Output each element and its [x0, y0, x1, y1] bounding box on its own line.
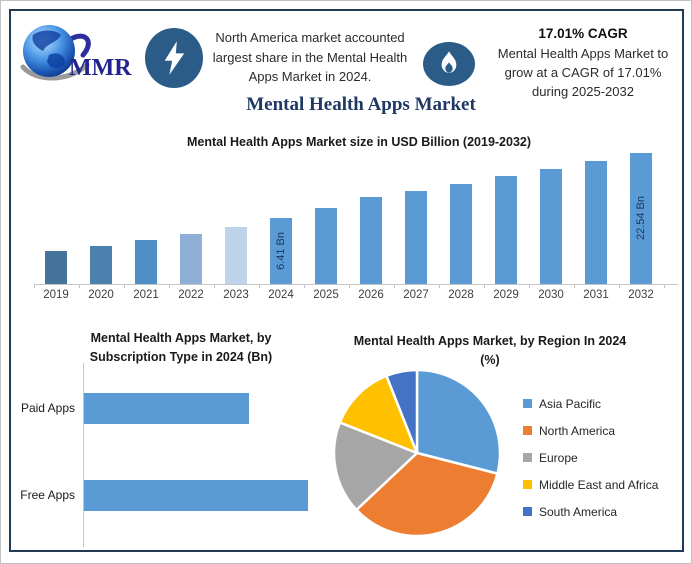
highlight-note: North America market accounted largest s…	[212, 30, 408, 84]
legend-label-middle-east-and-africa: Middle East and Africa	[539, 477, 659, 492]
logo-text: MMR	[69, 55, 132, 81]
usd-axis-tick	[168, 285, 170, 288]
globe-icon: MMR	[20, 25, 132, 81]
pie-slice-north-america	[355, 451, 499, 538]
pie-slice-south-america	[385, 369, 419, 455]
usd-axis-tick	[303, 285, 305, 288]
usd-axis-tick	[528, 285, 530, 288]
pie-slice-asia-pacific	[415, 369, 502, 475]
legend-label-south-america: South America	[539, 504, 618, 519]
usd-axis-tick	[618, 285, 620, 288]
legend-item-asia-pacific: Asia Pacific	[523, 390, 658, 417]
usd-bar-2020	[90, 246, 112, 284]
region-pie-legend: Asia Pacific North America Europe Middle Ea…	[523, 390, 658, 525]
usd-bar-2030	[540, 169, 562, 284]
usd-chart-x-axis	[34, 284, 678, 285]
usd-bar-2019	[45, 251, 67, 284]
usd-axis-tick	[438, 285, 440, 288]
usd-year-label-2019: 2019	[43, 289, 69, 301]
usd-year-label-2022: 2022	[178, 289, 204, 301]
usd-axis-tick	[663, 285, 665, 288]
subscription-label-paid-apps: Paid Apps	[20, 400, 75, 415]
usd-axis-tick	[393, 285, 395, 288]
cagr-block: 17.01% CAGR Mental Health Apps Market to…	[487, 26, 679, 102]
flame-icon	[423, 42, 475, 86]
usd-bar-value-text-2032: 22.54 Bn	[635, 196, 647, 241]
subscription-bar-paid-apps	[84, 393, 249, 424]
legend-label-north-america: North America	[539, 423, 616, 438]
usd-bar-value-text-2024: 6.41 Bn	[275, 232, 287, 270]
subscription-bar-free-apps	[84, 480, 308, 511]
usd-axis-tick	[258, 285, 260, 288]
legend-item-middle-east-and-africa: Middle East and Africa	[523, 471, 658, 498]
legend-label-europe: Europe	[539, 450, 578, 465]
usd-bar-2025	[315, 208, 337, 284]
region-chart-title: Mental Health Apps Market, by Region In …	[353, 334, 627, 367]
legend-item-europe: Europe	[523, 444, 658, 471]
legend-label-asia-pacific: Asia Pacific	[539, 396, 602, 411]
usd-axis-tick	[348, 285, 350, 288]
usd-bar-value-2032: 22.54 Bn	[630, 153, 652, 284]
pie-slice-europe	[333, 421, 419, 512]
legend-swatch-north-america	[523, 426, 532, 435]
usd-bar-2032	[630, 153, 652, 284]
usd-year-label-2027: 2027	[403, 289, 429, 301]
cagr-headline: 17.01% CAGR	[538, 26, 628, 41]
usd-year-label-2030: 2030	[538, 289, 564, 301]
usd-year-label-2031: 2031	[583, 289, 609, 301]
usd-axis-tick	[213, 285, 215, 288]
flame-glyph	[441, 51, 457, 73]
legend-swatch-south-america	[523, 507, 532, 516]
usd-year-label-2028: 2028	[448, 289, 474, 301]
lightning-bolt-glyph	[164, 41, 185, 75]
usd-axis-tick	[78, 285, 80, 288]
usd-year-label-2025: 2025	[313, 289, 339, 301]
usd-axis-tick	[123, 285, 125, 288]
usd-bar-2022	[180, 234, 202, 284]
legend-swatch-asia-pacific	[523, 399, 532, 408]
usd-year-label-2024: 2024	[268, 289, 294, 301]
legend-item-south-america: South America	[523, 498, 658, 525]
usd-chart-title: Mental Health Apps Market size in USD Bi…	[186, 135, 532, 149]
main-title: Mental Health Apps Market	[246, 94, 476, 115]
usd-year-label-2021: 2021	[133, 289, 159, 301]
pie-slice-middle-east-and-africa	[338, 374, 419, 455]
usd-axis-tick	[483, 285, 485, 288]
usd-year-label-2029: 2029	[493, 289, 519, 301]
usd-bar-2021	[135, 240, 157, 284]
lightning-icon	[145, 28, 203, 88]
usd-year-label-2023: 2023	[223, 289, 249, 301]
cagr-detail: Mental Health Apps Market to grow at a C…	[497, 46, 669, 99]
legend-item-north-america: North America	[523, 417, 658, 444]
subscription-chart-axis	[83, 363, 84, 547]
region-pie-chart	[333, 369, 502, 538]
usd-bar-value-2024: 6.41 Bn	[270, 218, 292, 284]
usd-axis-tick	[573, 285, 575, 288]
usd-year-label-2020: 2020	[88, 289, 114, 301]
usd-bar-2027	[405, 191, 427, 284]
subscription-label-free-apps: Free Apps	[20, 487, 75, 502]
usd-bar-2031	[585, 161, 607, 284]
usd-axis-tick	[33, 285, 35, 288]
legend-swatch-middle-east-and-africa	[523, 480, 532, 489]
usd-bar-2023	[225, 227, 247, 284]
usd-bar-2028	[450, 184, 472, 284]
usd-bar-2026	[360, 197, 382, 284]
usd-year-label-2026: 2026	[358, 289, 384, 301]
usd-year-label-2032: 2032	[628, 289, 654, 301]
mmr-logo: MMR	[19, 23, 141, 85]
legend-swatch-europe	[523, 453, 532, 462]
usd-bar-2024	[270, 218, 292, 284]
subscription-chart-title: Mental Health Apps Market, by Subscripti…	[89, 331, 273, 364]
usd-bar-2029	[495, 176, 517, 284]
